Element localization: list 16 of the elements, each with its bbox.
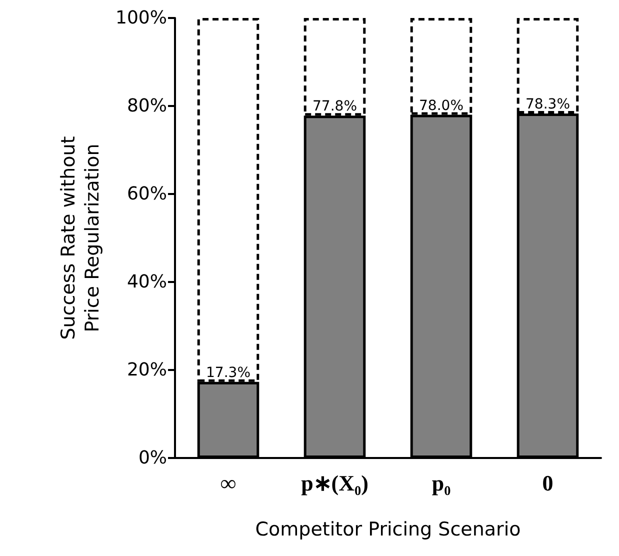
data-label: 78.3% <box>526 96 570 112</box>
y-tick-label: 100% <box>116 8 167 28</box>
x-axis-title: Competitor Pricing Scenario <box>255 518 521 540</box>
x-tick-label: 0 <box>542 470 554 496</box>
y-tick-label: 40% <box>126 272 167 292</box>
x-tick-label: ∞ <box>220 470 236 496</box>
data-label: 17.3% <box>206 364 250 381</box>
x-tick-label: p₀ <box>432 470 452 496</box>
y-tick-label: 0% <box>138 448 167 468</box>
y-axis-title: Success Rate without Price Regularization <box>58 136 104 340</box>
data-label: 77.8% <box>312 98 357 115</box>
x-tick-label: p∗(X₀) <box>301 470 368 496</box>
y-tick-label: 80% <box>126 96 167 116</box>
y-tick-label: 60% <box>126 184 167 204</box>
data-label: 78.0% <box>419 98 464 114</box>
y-tick-label: 20% <box>126 360 167 380</box>
